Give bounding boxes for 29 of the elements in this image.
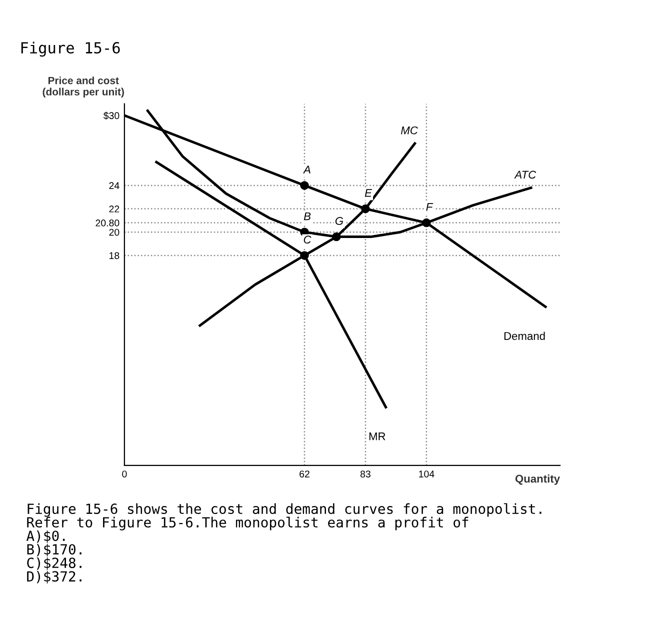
text: A)$0. [26, 530, 65, 543]
x-tick-label: 83 [360, 470, 370, 478]
chart-title: Figure 15-6 [21, 42, 120, 57]
x-tick-label: 62 [300, 470, 310, 478]
x-tick-label: 0 [122, 470, 127, 478]
x-tick-label: 104 [419, 470, 434, 478]
annotation: F [426, 203, 434, 211]
text: Demand [504, 332, 545, 340]
text: D)$372. [27, 570, 82, 584]
annotation: E [364, 189, 372, 197]
y-tick-label: $30 [103, 112, 120, 120]
text: C)$248. [27, 557, 82, 570]
text: Refer to Figure 15-6.The monopolist earns a profit of [27, 516, 468, 530]
annotation: G [335, 217, 344, 225]
text: MR [369, 432, 386, 440]
text: B)$170. [27, 544, 82, 556]
series-label: MC [400, 126, 418, 134]
y-tick-label: 20.80 [96, 220, 120, 226]
annotation: A [303, 166, 310, 174]
y-tick-label: 24 [109, 182, 120, 189]
y-axis-title: Price and cost (dollars per unit) [42, 76, 124, 98]
y-tick-label: 18 [110, 252, 120, 260]
annotation: B [304, 212, 311, 220]
x-axis-title: Quantity [515, 474, 560, 485]
series-label: ATC [514, 170, 536, 179]
y-tick-label: 22 [109, 206, 120, 212]
caption: Figure 15-6 shows the cost and demand curves for a monopolist. [28, 503, 542, 517]
y-tick-label: 20 [109, 228, 120, 236]
annotation: C [304, 236, 312, 244]
